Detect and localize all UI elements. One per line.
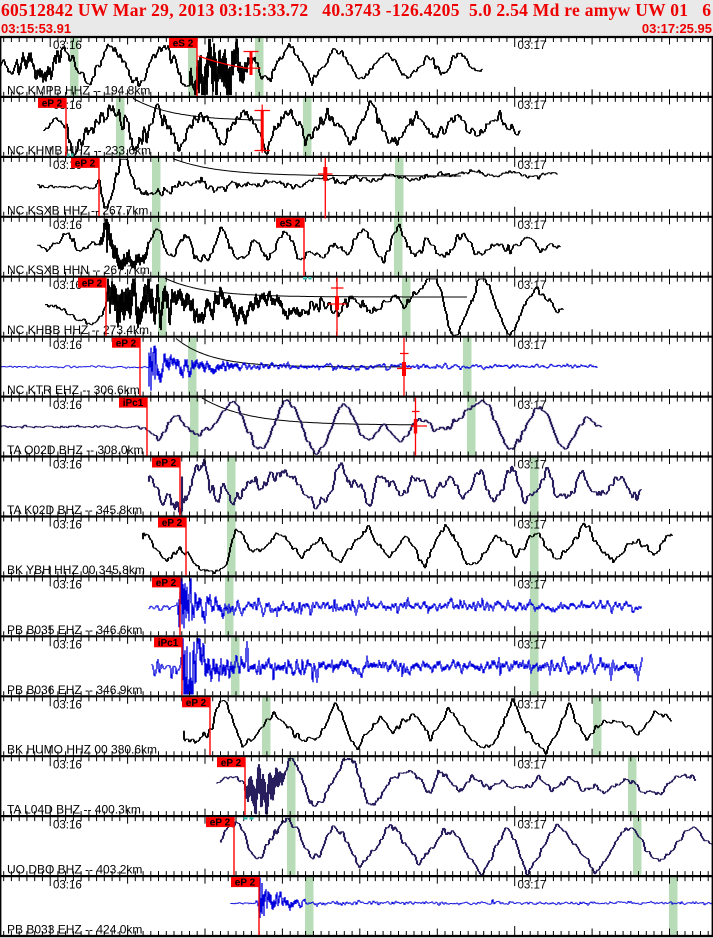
svg-text:60512842 UW Mar 29, 2013 03:15: 60512842 UW Mar 29, 2013 03:15:33.72 40.… bbox=[1, 0, 711, 20]
svg-text:eS 2: eS 2 bbox=[173, 39, 194, 50]
svg-text:03:17:25.95: 03:17:25.95 bbox=[642, 21, 712, 36]
svg-text:PB B036 EHZ -- 346.9km: PB B036 EHZ -- 346.9km bbox=[7, 683, 142, 697]
svg-text:03:16: 03:16 bbox=[53, 580, 82, 592]
svg-text:03:17: 03:17 bbox=[518, 580, 547, 592]
svg-text:03:16: 03:16 bbox=[53, 640, 82, 652]
svg-text:eP 2: eP 2 bbox=[75, 159, 96, 170]
svg-text:03:16: 03:16 bbox=[53, 819, 82, 831]
svg-text:TA K02D BHZ -- 345.8km: TA K02D BHZ -- 345.8km bbox=[7, 503, 142, 517]
svg-text:03:17: 03:17 bbox=[518, 40, 547, 52]
svg-text:eP 2: eP 2 bbox=[186, 698, 207, 709]
svg-text:TA Q02D BHZ -- 308.0km: TA Q02D BHZ -- 308.0km bbox=[7, 443, 143, 457]
svg-text:03:17: 03:17 bbox=[518, 879, 547, 891]
svg-text:03:17: 03:17 bbox=[518, 340, 547, 352]
svg-text:TA L04D BHZ -- 400.3km: TA L04D BHZ -- 400.3km bbox=[7, 803, 141, 817]
svg-text:NC KTR EHZ -- 306.6km: NC KTR EHZ -- 306.6km bbox=[7, 383, 140, 397]
svg-text:eP 2: eP 2 bbox=[42, 99, 63, 110]
svg-text:eP 2: eP 2 bbox=[156, 458, 177, 469]
svg-text:NC KMPB HHZ -- 194.8km: NC KMPB HHZ -- 194.8km bbox=[7, 83, 150, 97]
svg-text:eP 2: eP 2 bbox=[82, 278, 103, 289]
svg-text:03:16: 03:16 bbox=[53, 700, 82, 712]
svg-text:NC KHMB HHZ -- 233.6km: NC KHMB HHZ -- 233.6km bbox=[7, 143, 151, 157]
svg-text:03:17: 03:17 bbox=[518, 700, 547, 712]
svg-text:03:16: 03:16 bbox=[53, 220, 82, 232]
svg-text:03:16: 03:16 bbox=[53, 280, 82, 292]
svg-text:03:17: 03:17 bbox=[518, 520, 547, 532]
svg-text:UO DBO BHZ -- 403.2km: UO DBO BHZ -- 403.2km bbox=[7, 863, 142, 877]
svg-text:BK YBH HHZ 00 345.8km: BK YBH HHZ 00 345.8km bbox=[7, 563, 145, 577]
svg-text:03:16: 03:16 bbox=[53, 460, 82, 472]
svg-text:03:17: 03:17 bbox=[518, 280, 547, 292]
svg-text:eP 2: eP 2 bbox=[210, 818, 231, 829]
svg-text:03:17: 03:17 bbox=[518, 759, 547, 771]
svg-text:iPc1: iPc1 bbox=[158, 638, 179, 649]
svg-text:BK HUMO HHZ 00 380.6km: BK HUMO HHZ 00 380.6km bbox=[7, 743, 157, 757]
svg-text:03:17: 03:17 bbox=[518, 640, 547, 652]
svg-text:03:17: 03:17 bbox=[518, 100, 547, 112]
svg-text:03:17: 03:17 bbox=[518, 220, 547, 232]
svg-text:03:17: 03:17 bbox=[518, 160, 547, 172]
svg-text:iPc1: iPc1 bbox=[123, 398, 144, 409]
svg-text:03:16: 03:16 bbox=[53, 400, 82, 412]
svg-text:03:17: 03:17 bbox=[518, 460, 547, 472]
svg-text:03:17: 03:17 bbox=[518, 819, 547, 831]
svg-text:03:16: 03:16 bbox=[53, 340, 82, 352]
svg-text:03:16: 03:16 bbox=[53, 759, 82, 771]
svg-text:NC KSXB HHN -- 267.7km: NC KSXB HHN -- 267.7km bbox=[7, 263, 150, 277]
svg-text:PB B035 EHZ -- 346.6km: PB B035 EHZ -- 346.6km bbox=[7, 623, 142, 637]
svg-text:eP 2: eP 2 bbox=[221, 758, 242, 769]
svg-text:eS 2: eS 2 bbox=[280, 218, 301, 229]
svg-text:03:16: 03:16 bbox=[53, 879, 82, 891]
svg-text:eP 2: eP 2 bbox=[156, 578, 177, 589]
svg-text:eP 2: eP 2 bbox=[116, 338, 137, 349]
svg-text:03:15:53.91: 03:15:53.91 bbox=[1, 21, 71, 36]
svg-text:eP 2: eP 2 bbox=[162, 518, 183, 529]
svg-text:PB B033 EHZ -- 424.0km: PB B033 EHZ -- 424.0km bbox=[7, 923, 142, 937]
svg-text:03:16: 03:16 bbox=[53, 520, 82, 532]
svg-text:03:16: 03:16 bbox=[53, 40, 82, 52]
svg-text:eP 2: eP 2 bbox=[235, 878, 256, 889]
